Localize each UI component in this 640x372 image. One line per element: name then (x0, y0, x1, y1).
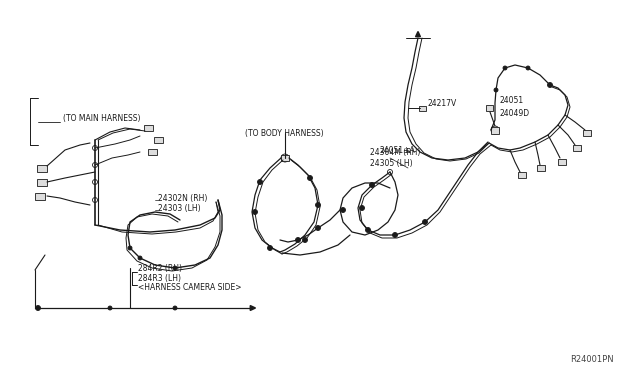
Circle shape (547, 83, 552, 87)
Bar (518, 172, 526, 178)
Circle shape (253, 209, 257, 215)
Circle shape (365, 228, 371, 232)
Circle shape (494, 88, 498, 92)
Circle shape (307, 176, 312, 180)
Circle shape (422, 219, 428, 224)
Bar (558, 159, 566, 165)
Bar (281, 155, 289, 161)
Circle shape (340, 208, 346, 212)
Bar (486, 105, 493, 111)
Circle shape (296, 237, 301, 243)
Circle shape (316, 202, 321, 208)
Bar (37, 179, 47, 186)
Circle shape (128, 246, 132, 250)
Text: 24051+A: 24051+A (380, 145, 416, 154)
Bar (491, 126, 499, 134)
Bar (147, 149, 157, 155)
Text: 24304M (RH): 24304M (RH) (370, 148, 420, 157)
Bar (143, 125, 152, 131)
Bar (154, 137, 163, 143)
Circle shape (257, 180, 262, 185)
Text: 284R3 (LH): 284R3 (LH) (138, 273, 181, 282)
Circle shape (369, 183, 374, 187)
Circle shape (316, 225, 321, 231)
Bar (419, 106, 426, 110)
Circle shape (503, 66, 507, 70)
Text: 24302N (RH): 24302N (RH) (158, 193, 207, 202)
Text: 24051: 24051 (500, 96, 524, 105)
Circle shape (35, 305, 40, 311)
Bar (35, 192, 45, 199)
Text: <HARNESS CAMERA SIDE>: <HARNESS CAMERA SIDE> (138, 282, 241, 292)
Circle shape (173, 306, 177, 310)
Bar (583, 130, 591, 136)
Bar (537, 165, 545, 171)
Text: 24305 (LH): 24305 (LH) (370, 158, 413, 167)
Circle shape (303, 237, 307, 243)
Circle shape (392, 232, 397, 237)
Circle shape (360, 205, 365, 211)
Text: (TO MAIN HARNESS): (TO MAIN HARNESS) (63, 114, 141, 123)
Text: 284R2 (RH): 284R2 (RH) (138, 264, 182, 273)
Text: R24001PN: R24001PN (570, 356, 614, 365)
Text: (TO BODY HARNESS): (TO BODY HARNESS) (245, 128, 324, 138)
Bar (37, 164, 47, 171)
Circle shape (173, 266, 177, 270)
Text: 24049D: 24049D (500, 109, 530, 118)
Polygon shape (250, 305, 255, 311)
Circle shape (138, 256, 142, 260)
Text: 24303 (LH): 24303 (LH) (158, 203, 200, 212)
Circle shape (526, 66, 530, 70)
Polygon shape (415, 32, 420, 37)
Text: 24217V: 24217V (428, 99, 457, 108)
Circle shape (268, 246, 273, 250)
Circle shape (108, 306, 112, 310)
Bar (573, 145, 581, 151)
